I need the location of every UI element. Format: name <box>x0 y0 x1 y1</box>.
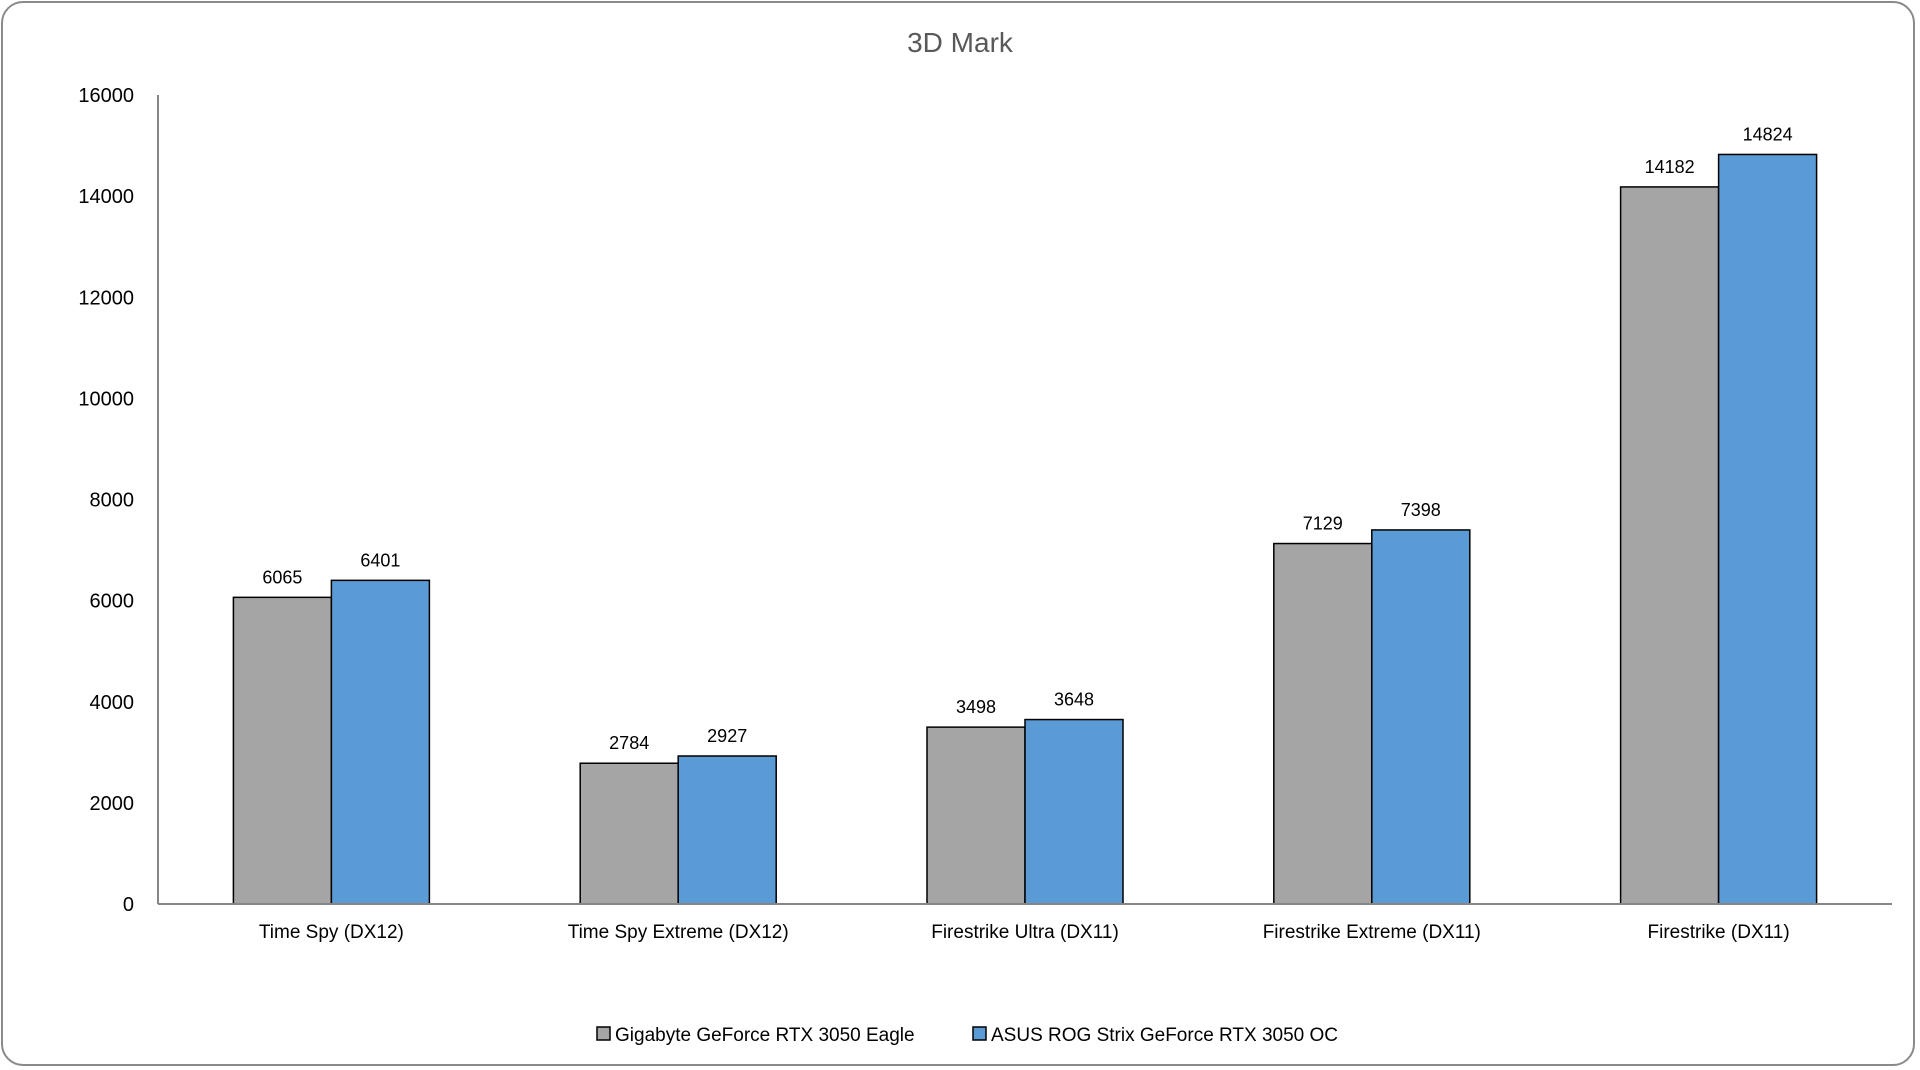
y-tick-label: 6000 <box>90 591 135 613</box>
data-label: 14182 <box>1645 157 1695 177</box>
x-category-label: Time Spy (DX12) <box>259 922 404 943</box>
y-tick-label: 2000 <box>90 793 135 815</box>
y-tick-label: 0 <box>123 894 134 916</box>
y-tick-label: 14000 <box>78 186 134 208</box>
bar-gigabyte <box>926 726 1026 905</box>
bar-asus <box>1371 529 1471 905</box>
data-label: 2784 <box>609 733 649 753</box>
y-tick-label: 8000 <box>90 490 135 512</box>
data-label: 7398 <box>1401 500 1441 520</box>
legend-entry: ASUS ROG Strix GeForce RTX 3050 OC <box>991 1025 1338 1046</box>
legend-swatch <box>972 1026 987 1041</box>
bar-gigabyte <box>232 596 333 905</box>
data-label: 2927 <box>707 726 747 746</box>
x-category-label: Time Spy Extreme (DX12) <box>568 922 789 943</box>
bar-asus <box>1717 153 1818 905</box>
data-label: 14824 <box>1743 124 1793 144</box>
data-label: 6065 <box>262 567 302 587</box>
y-tick-label: 16000 <box>78 85 134 107</box>
y-tick-label: 4000 <box>90 692 135 714</box>
data-label: 3648 <box>1054 690 1094 710</box>
legend-entry: Gigabyte GeForce RTX 3050 Eagle <box>615 1025 915 1046</box>
data-label: 3498 <box>956 697 996 717</box>
data-label: 7129 <box>1303 514 1343 534</box>
x-category-label: Firestrike Extreme (DX11) <box>1263 922 1481 943</box>
data-label: 6401 <box>360 550 400 570</box>
x-category-label: Firestrike Ultra (DX11) <box>931 922 1119 943</box>
bar-asus <box>1024 718 1124 905</box>
bar-gigabyte <box>579 762 679 905</box>
y-tick-label: 10000 <box>78 388 134 410</box>
bar-gigabyte <box>1619 186 1720 905</box>
bar-asus <box>330 579 431 905</box>
bar-asus <box>677 755 777 905</box>
y-tick-label: 12000 <box>78 287 134 309</box>
chart-title: 3D Mark <box>907 27 1014 58</box>
bar-gigabyte <box>1273 542 1373 905</box>
x-category-label: Firestrike (DX11) <box>1648 922 1790 943</box>
legend-swatch <box>596 1026 611 1041</box>
